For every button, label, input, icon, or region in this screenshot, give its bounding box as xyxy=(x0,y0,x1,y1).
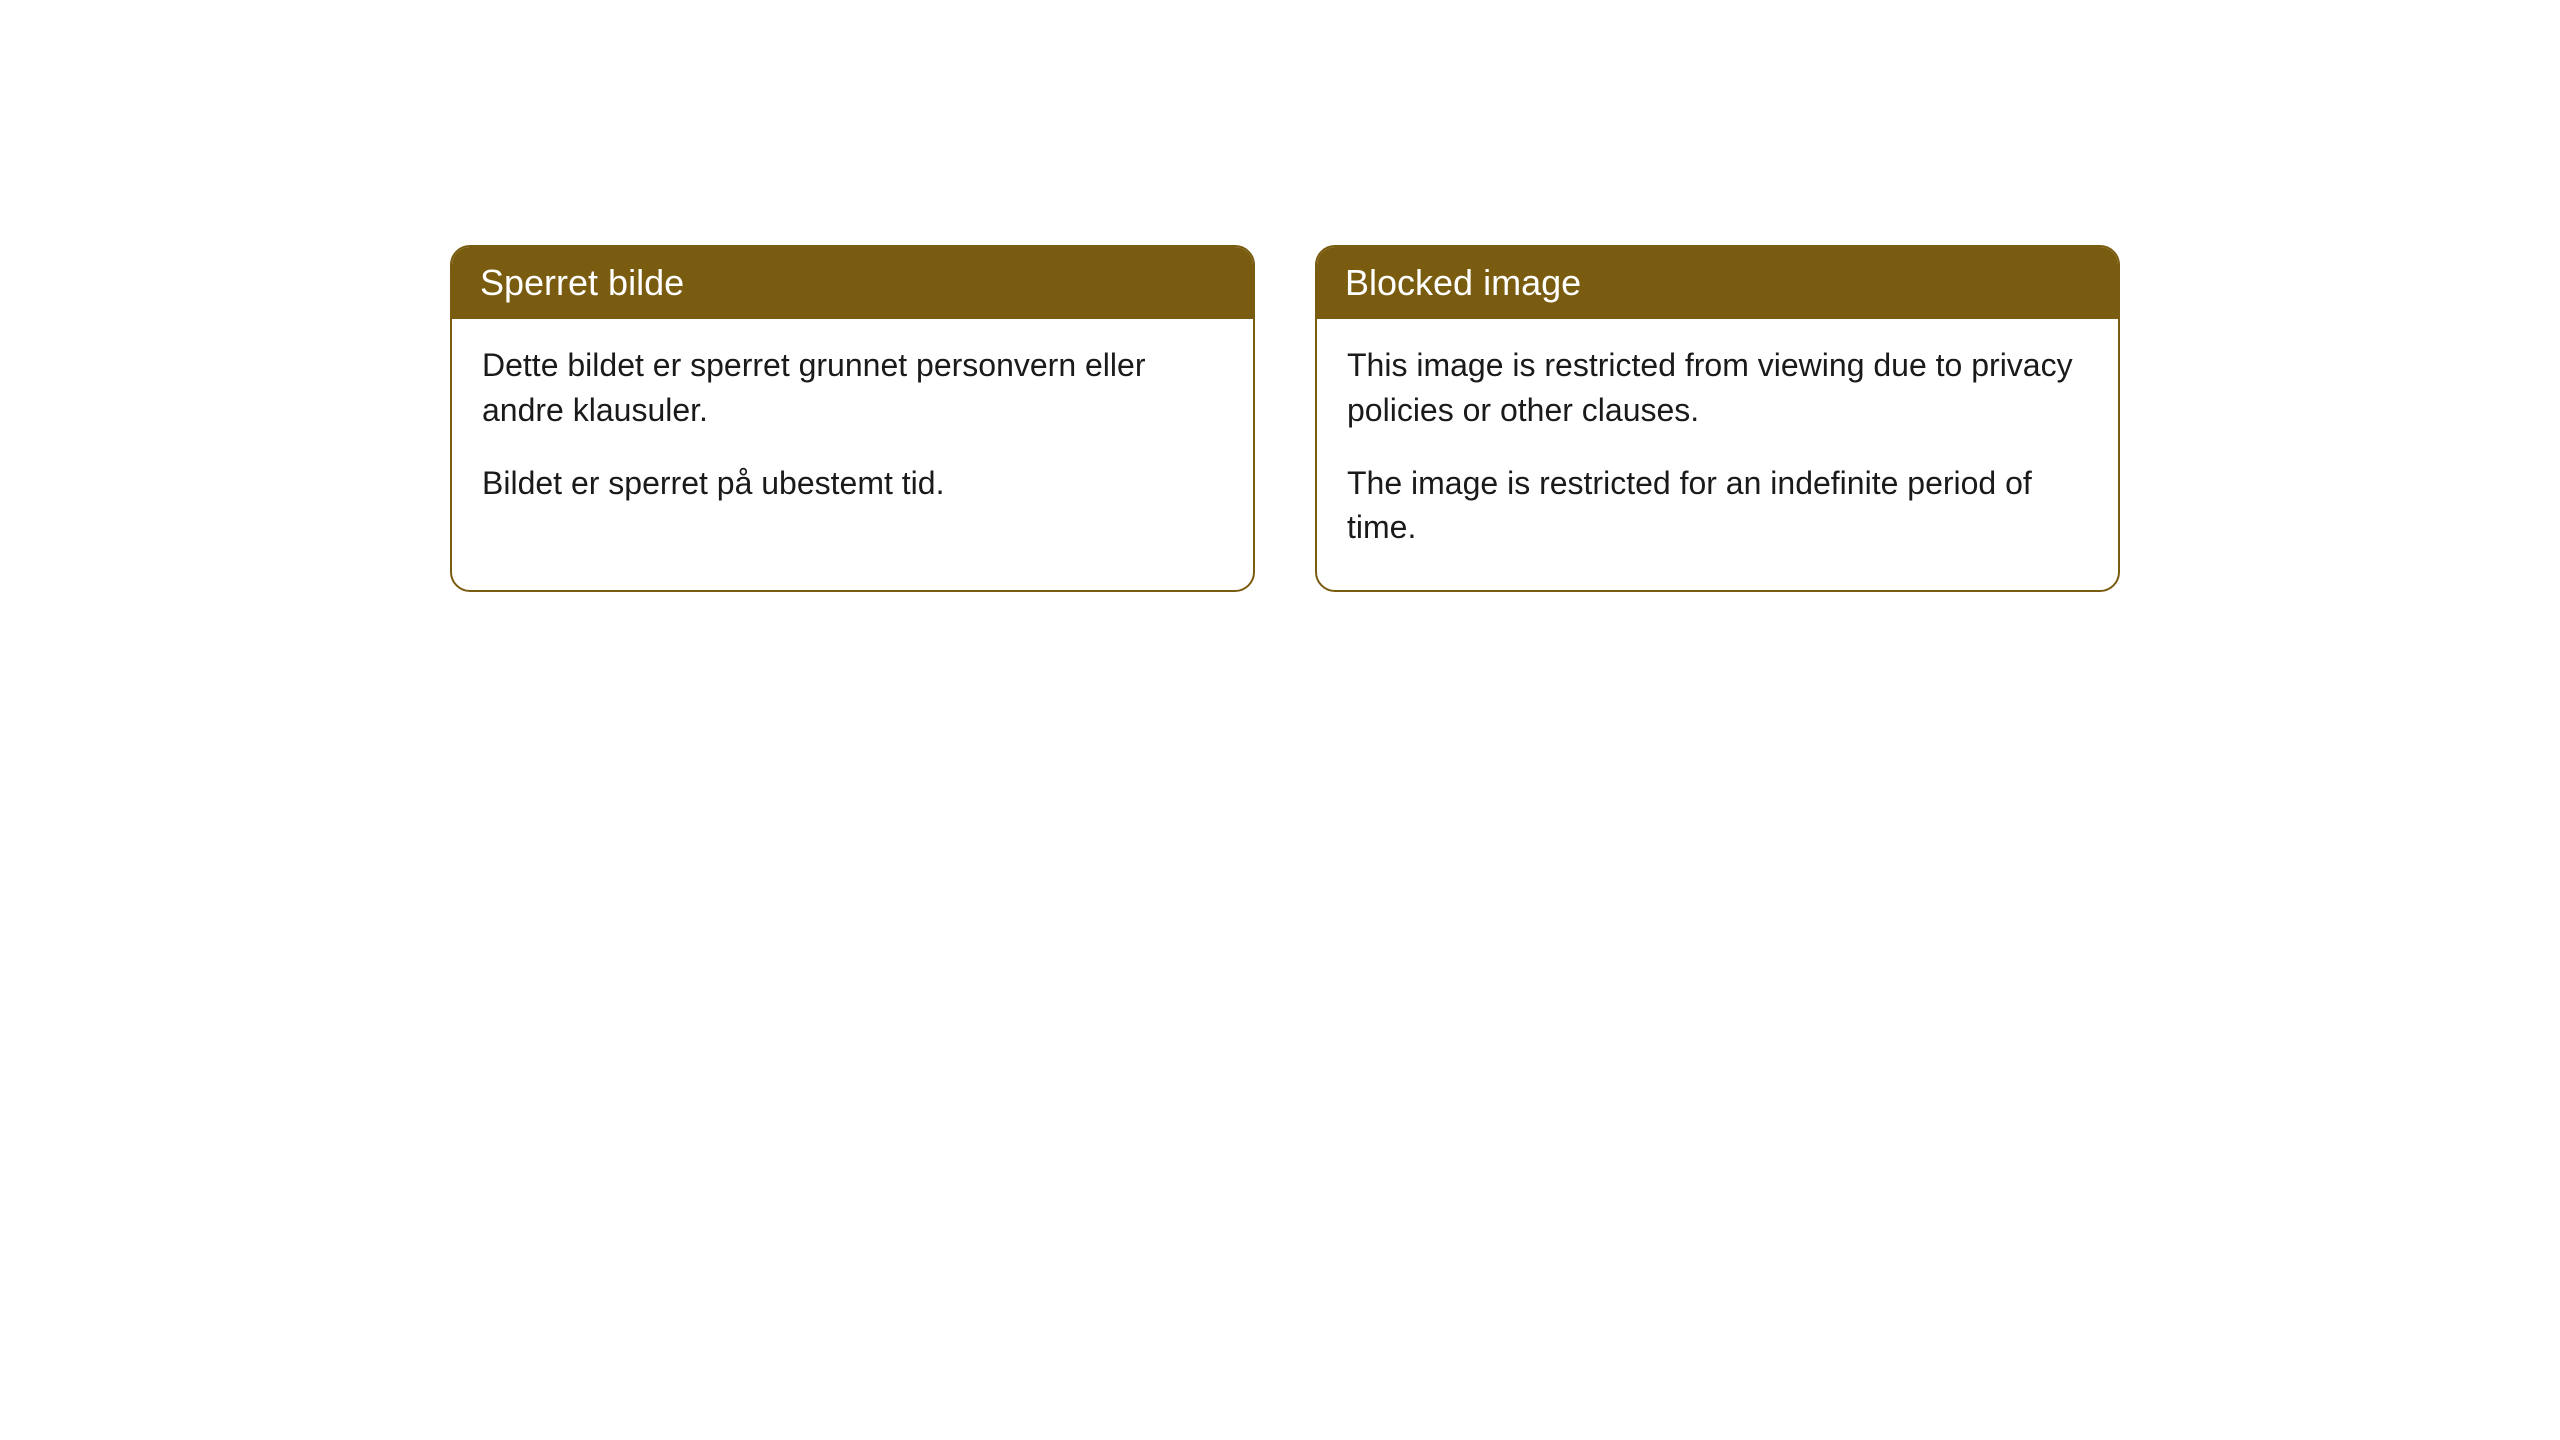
card-paragraph-1: Dette bildet er sperret grunnet personve… xyxy=(482,343,1223,433)
blocked-image-card-english: Blocked image This image is restricted f… xyxy=(1315,245,2120,592)
blocked-image-card-norwegian: Sperret bilde Dette bildet er sperret gr… xyxy=(450,245,1255,592)
card-header: Sperret bilde xyxy=(452,247,1253,319)
card-header: Blocked image xyxy=(1317,247,2118,319)
card-paragraph-2: Bildet er sperret på ubestemt tid. xyxy=(482,461,1223,506)
card-body: Dette bildet er sperret grunnet personve… xyxy=(452,319,1253,545)
card-paragraph-1: This image is restricted from viewing du… xyxy=(1347,343,2088,433)
card-paragraph-2: The image is restricted for an indefinit… xyxy=(1347,461,2088,551)
card-body: This image is restricted from viewing du… xyxy=(1317,319,2118,590)
cards-container: Sperret bilde Dette bildet er sperret gr… xyxy=(450,245,2120,592)
